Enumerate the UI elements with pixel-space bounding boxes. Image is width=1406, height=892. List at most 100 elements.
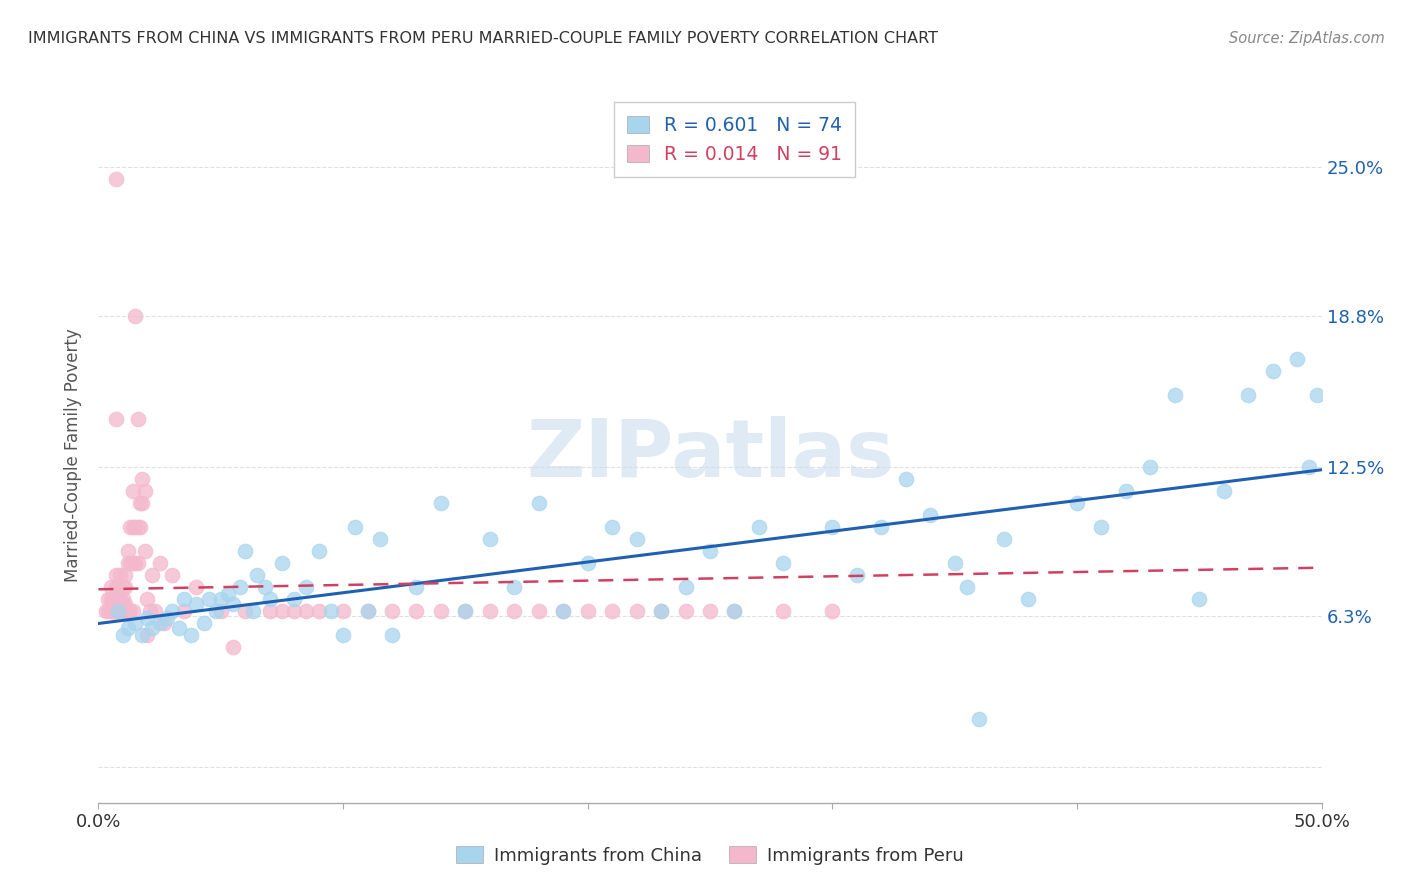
Point: [748, 520, 770, 534]
Point: [111, 604, 134, 618]
Point: [1306, 388, 1329, 402]
Point: [104, 580, 127, 594]
Point: [1066, 496, 1088, 510]
Point: [242, 604, 264, 618]
Point: [1164, 388, 1187, 402]
Point: [104, 604, 127, 618]
Point: [430, 604, 453, 618]
Point: [1017, 591, 1039, 606]
Point: [1188, 591, 1211, 606]
Point: [699, 604, 721, 618]
Point: [503, 580, 526, 594]
Point: [104, 412, 127, 426]
Point: [131, 496, 153, 510]
Point: [772, 556, 794, 570]
Point: [101, 597, 124, 611]
Point: [107, 604, 129, 618]
Point: [253, 580, 276, 594]
Point: [1286, 351, 1309, 366]
Point: [139, 604, 162, 618]
Point: [120, 520, 142, 534]
Point: [104, 591, 127, 606]
Point: [100, 591, 122, 606]
Y-axis label: Married-Couple Family Poverty: Married-Couple Family Poverty: [65, 328, 83, 582]
Point: [527, 496, 550, 510]
Point: [943, 556, 966, 570]
Point: [127, 412, 149, 426]
Point: [454, 604, 477, 618]
Point: [1139, 459, 1161, 474]
Point: [344, 520, 367, 534]
Point: [114, 567, 136, 582]
Point: [209, 591, 232, 606]
Legend: Immigrants from China, Immigrants from Peru: Immigrants from China, Immigrants from P…: [447, 838, 973, 874]
Point: [114, 580, 136, 594]
Point: [368, 532, 391, 546]
Point: [120, 604, 142, 618]
Point: [111, 580, 134, 594]
Point: [104, 604, 127, 618]
Point: [553, 604, 575, 618]
Point: [167, 621, 190, 635]
Point: [381, 604, 404, 618]
Point: [650, 604, 672, 618]
Point: [180, 628, 202, 642]
Point: [134, 483, 156, 498]
Point: [131, 628, 153, 642]
Point: [129, 520, 152, 534]
Point: [110, 591, 132, 606]
Point: [100, 604, 122, 618]
Point: [186, 580, 208, 594]
Point: [894, 472, 917, 486]
Point: [283, 604, 305, 618]
Text: IMMIGRANTS FROM CHINA VS IMMIGRANTS FROM PERU MARRIED-COUPLE FAMILY POVERTY CORR: IMMIGRANTS FROM CHINA VS IMMIGRANTS FROM…: [28, 31, 938, 46]
Point: [173, 591, 195, 606]
Point: [124, 520, 146, 534]
Point: [1261, 364, 1284, 378]
Point: [553, 604, 575, 618]
Point: [104, 567, 127, 582]
Point: [124, 615, 146, 630]
Text: ZIPatlas: ZIPatlas: [526, 416, 894, 494]
Point: [101, 604, 124, 618]
Point: [283, 591, 305, 606]
Point: [845, 567, 868, 582]
Point: [104, 172, 127, 186]
Point: [381, 628, 404, 642]
Point: [332, 604, 354, 618]
Point: [1237, 388, 1260, 402]
Point: [149, 615, 172, 630]
Point: [117, 556, 139, 570]
Point: [134, 544, 156, 558]
Point: [121, 556, 143, 570]
Point: [129, 496, 152, 510]
Point: [259, 604, 281, 618]
Point: [111, 597, 134, 611]
Point: [920, 508, 942, 522]
Point: [675, 580, 697, 594]
Point: [97, 591, 120, 606]
Point: [1115, 483, 1137, 498]
Point: [141, 621, 163, 635]
Point: [405, 580, 427, 594]
Point: [107, 604, 129, 618]
Point: [332, 628, 354, 642]
Point: [956, 580, 979, 594]
Point: [136, 628, 159, 642]
Point: [723, 604, 745, 618]
Point: [478, 532, 501, 546]
Point: [405, 604, 427, 618]
Point: [295, 604, 318, 618]
Point: [107, 580, 129, 594]
Point: [600, 520, 623, 534]
Point: [478, 604, 501, 618]
Point: [430, 496, 453, 510]
Point: [454, 604, 477, 618]
Point: [1090, 520, 1112, 534]
Point: [319, 604, 342, 618]
Point: [100, 580, 122, 594]
Point: [110, 604, 132, 618]
Point: [1212, 483, 1234, 498]
Point: [114, 604, 136, 618]
Point: [229, 580, 252, 594]
